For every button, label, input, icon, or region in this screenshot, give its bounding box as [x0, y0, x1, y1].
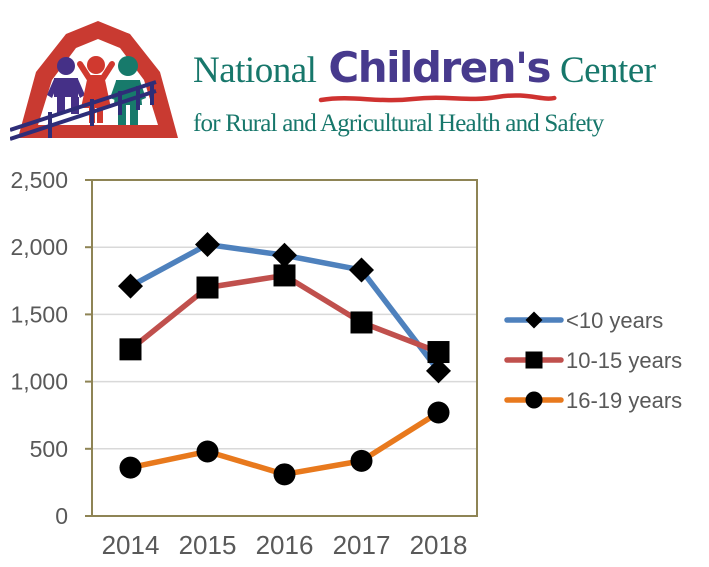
y-axis-label: 2,000 — [10, 234, 68, 260]
red-squiggle-underline-icon — [319, 93, 557, 103]
data-point-10-15-years-2017 — [350, 311, 373, 334]
data-point-10-15-years-2016 — [273, 264, 296, 287]
legend-label-16-19-years: 16-19 years — [566, 388, 682, 413]
x-axis-label: 2015 — [179, 530, 237, 560]
x-axis-label: 2017 — [333, 530, 391, 560]
y-axis-label: 1,000 — [10, 369, 68, 395]
x-axis-label: 2016 — [256, 530, 314, 560]
data-point-10-years-2016 — [272, 242, 297, 268]
data-point-10-15-years-2014 — [119, 338, 142, 361]
chart-canvas: 0 500 1,000 1,500 2,000 2,500 2014 2015 2016 2017… — [10, 167, 682, 560]
logo-header: National Children's Center for Rural and… — [0, 0, 709, 160]
logo-title: National Children's Center — [193, 42, 656, 108]
logo-subtitle: for Rural and Agricultural Health and Sa… — [193, 110, 604, 137]
x-axis-label: 2018 — [410, 530, 468, 560]
data-point-16-19-years-2018 — [427, 401, 450, 424]
barn-outline — [18, 21, 178, 138]
y-axis-label: 1,500 — [10, 301, 68, 327]
logo-title-center: Center — [559, 50, 656, 91]
legend-marker-10-15-years — [525, 351, 543, 369]
data-point-16-19-years-2014 — [119, 456, 142, 479]
data-point-16-19-years-2016 — [273, 463, 296, 486]
fence-icon — [10, 80, 157, 141]
purple-child-icon — [47, 57, 85, 114]
y-axis-label: 2,500 — [10, 167, 68, 193]
y-axis-label: 500 — [30, 436, 68, 462]
data-point-16-19-years-2017 — [350, 449, 373, 472]
x-axis-label: 2014 — [102, 530, 160, 560]
data-point-16-19-years-2015 — [196, 440, 219, 463]
legend-label-10-15-years: 10-15 years — [566, 348, 682, 373]
logo-title-national: National — [193, 50, 317, 91]
legend-label-10-years: <10 years — [566, 308, 663, 333]
data-point-10-15-years-2015 — [196, 276, 219, 299]
legend-marker-10-years — [525, 311, 543, 329]
data-point-10-15-years-2018 — [427, 341, 450, 364]
injury-trend-chart: 0 500 1,000 1,500 2,000 2,500 2014 2015 2016 2017… — [0, 160, 709, 567]
data-point-10-years-2015 — [195, 232, 220, 258]
data-point-10-years-2017 — [349, 257, 374, 283]
plot-border — [91, 179, 478, 517]
y-axis-label: 0 — [55, 503, 68, 529]
data-point-10-years-2018 — [426, 358, 451, 384]
legend-marker-16-19-years — [525, 391, 543, 409]
data-point-10-years-2014 — [118, 273, 143, 299]
barn-children-logo-icon — [10, 21, 178, 141]
logo-title-childrens: Children's — [319, 42, 557, 103]
